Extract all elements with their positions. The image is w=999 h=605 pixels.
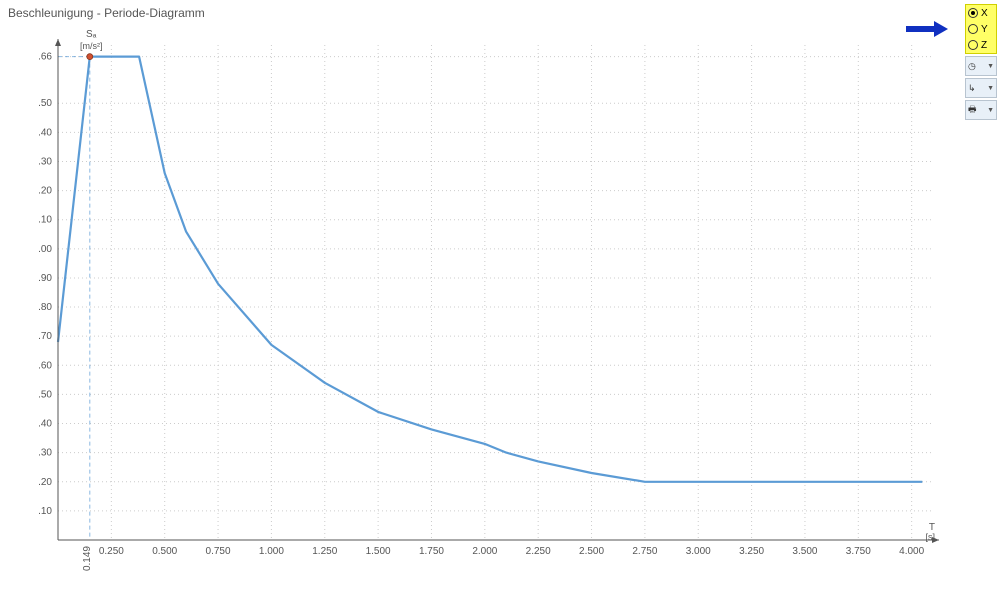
radio-icon xyxy=(968,40,978,50)
svg-text:4.000: 4.000 xyxy=(899,546,924,557)
axis-radio-x[interactable]: X xyxy=(966,5,996,21)
axes-icon: ↳ xyxy=(968,83,976,94)
clock-icon: ◷ xyxy=(968,61,976,72)
svg-text:0.500: 0.500 xyxy=(152,546,177,557)
svg-text:1.500: 1.500 xyxy=(366,546,391,557)
svg-text:1.30: 1.30 xyxy=(38,156,52,167)
svg-text:3.750: 3.750 xyxy=(846,546,871,557)
radio-label: X xyxy=(981,8,988,19)
svg-text:0.90: 0.90 xyxy=(38,273,52,284)
svg-text:2.250: 2.250 xyxy=(526,546,551,557)
svg-text:1.50: 1.50 xyxy=(38,98,52,109)
svg-text:3.250: 3.250 xyxy=(739,546,764,557)
print-icon: 🖶 xyxy=(968,102,977,118)
svg-text:1.66: 1.66 xyxy=(38,52,52,63)
svg-text:3.000: 3.000 xyxy=(686,546,711,557)
svg-text:1.250: 1.250 xyxy=(312,546,337,557)
svg-text:2.000: 2.000 xyxy=(472,546,497,557)
svg-text:0.30: 0.30 xyxy=(38,448,52,459)
chevron-down-icon: ▼ xyxy=(987,63,994,70)
svg-text:1.750: 1.750 xyxy=(419,546,444,557)
svg-text:0.750: 0.750 xyxy=(206,546,231,557)
svg-text:0.250: 0.250 xyxy=(99,546,124,557)
svg-text:3.500: 3.500 xyxy=(792,546,817,557)
chart-area: 0.10 0.20 0.30 0.40 0.50 0.60 0.70 0.80 0.90 1.00… xyxy=(38,25,943,580)
svg-text:Sₐ: Sₐ xyxy=(86,29,97,40)
radio-label: Y xyxy=(981,24,988,35)
svg-text:0.10: 0.10 xyxy=(38,506,52,517)
svg-text:0.80: 0.80 xyxy=(38,302,52,313)
radio-icon xyxy=(968,8,978,18)
svg-text:2.750: 2.750 xyxy=(632,546,657,557)
right-toolbar: XYZ ◷▼↳▼🖶▼ xyxy=(965,4,997,120)
svg-text:0.70: 0.70 xyxy=(38,331,52,342)
svg-text:1.20: 1.20 xyxy=(38,186,52,197)
chart-title: Beschleunigung - Periode-Diagramm xyxy=(8,6,205,20)
chevron-down-icon: ▼ xyxy=(987,85,994,92)
svg-text:[s]: [s] xyxy=(925,532,935,542)
clock-button[interactable]: ◷▼ xyxy=(965,56,997,76)
annotation-arrow xyxy=(904,20,954,43)
print-button[interactable]: 🖶▼ xyxy=(965,100,997,120)
axis-radio-y[interactable]: Y xyxy=(966,21,996,37)
svg-text:0.20: 0.20 xyxy=(38,477,52,488)
svg-text:1.00: 1.00 xyxy=(38,244,52,255)
svg-text:0.149: 0.149 xyxy=(82,546,93,571)
radio-icon xyxy=(968,24,978,34)
chevron-down-icon: ▼ xyxy=(987,107,994,114)
svg-text:0.50: 0.50 xyxy=(38,389,52,400)
svg-text:2.500: 2.500 xyxy=(579,546,604,557)
axis-radio-group[interactable]: XYZ xyxy=(965,4,997,54)
svg-text:1.000: 1.000 xyxy=(259,546,284,557)
svg-text:1.10: 1.10 xyxy=(38,215,52,226)
axis-radio-z[interactable]: Z xyxy=(966,37,996,53)
radio-label: Z xyxy=(981,40,987,51)
svg-text:0.40: 0.40 xyxy=(38,419,52,430)
svg-text:0.60: 0.60 xyxy=(38,360,52,371)
svg-text:1.40: 1.40 xyxy=(38,127,52,138)
axes-button[interactable]: ↳▼ xyxy=(965,78,997,98)
svg-text:[m/s²]: [m/s²] xyxy=(80,41,103,51)
